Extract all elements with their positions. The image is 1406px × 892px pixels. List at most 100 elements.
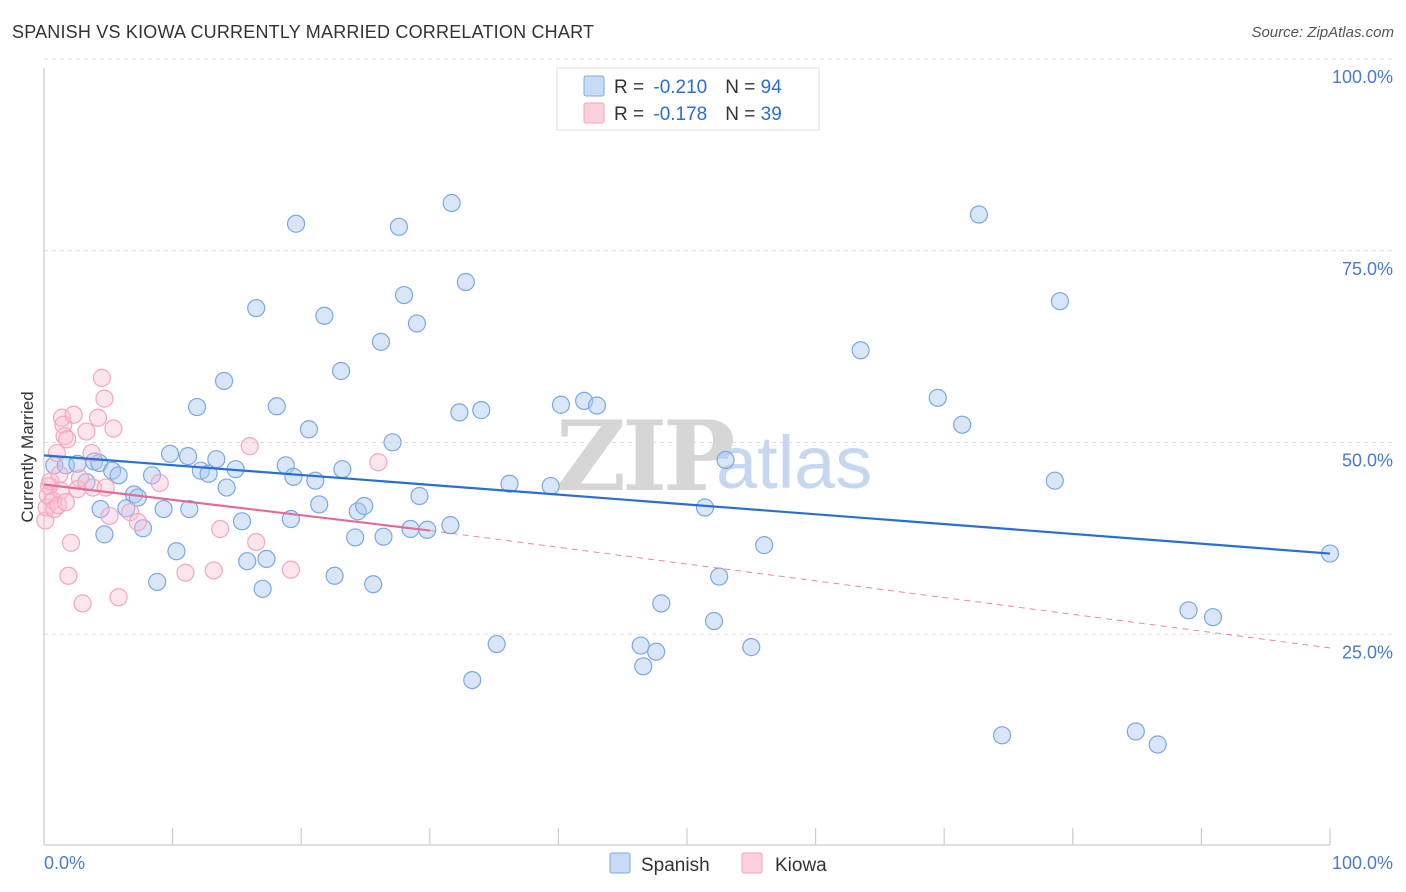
data-point-spanish — [142, 466, 162, 485]
data-point-kiowa — [104, 419, 123, 438]
data-point-kiowa — [95, 389, 114, 408]
legend-n-value: 39 — [761, 104, 782, 125]
data-point-spanish — [154, 499, 173, 519]
legend-row-spanish: R = -0.210 N = 94 — [614, 77, 782, 98]
y-tick-label: 100.0% — [1332, 67, 1393, 87]
data-point-spanish — [716, 450, 735, 470]
data-point-kiowa — [52, 408, 72, 427]
axes — [43, 68, 1331, 846]
data-point-spanish — [364, 575, 383, 594]
data-point-spanish — [267, 397, 286, 416]
data-point-spanish — [383, 433, 402, 452]
data-point-kiowa — [150, 473, 169, 493]
data-point-spanish — [167, 542, 186, 561]
data-point-spanish — [631, 636, 650, 655]
legend-n-label: N = — [725, 77, 760, 98]
watermark-zip: ZIP — [556, 400, 733, 513]
data-point-spanish — [695, 498, 715, 517]
data-point-kiowa — [55, 427, 74, 446]
data-point-spanish — [389, 217, 409, 236]
data-point-spanish — [109, 466, 128, 485]
data-point-spanish — [647, 642, 666, 661]
series-legend: Spanish Kiowa — [609, 852, 827, 876]
data-point-spanish — [742, 638, 761, 657]
data-point-spanish — [103, 461, 122, 480]
data-point-spanish — [1148, 735, 1167, 754]
data-point-spanish — [315, 306, 334, 325]
data-point-kiowa — [82, 443, 101, 463]
data-point-spanish — [634, 657, 653, 676]
data-point-spanish — [1126, 722, 1145, 741]
data-point-kiowa — [100, 506, 119, 526]
data-point-spanish — [247, 299, 266, 318]
data-point-kiowa — [73, 594, 92, 613]
data-point-kiowa — [369, 453, 388, 472]
data-point-kiowa — [281, 560, 301, 579]
data-point-spanish — [253, 579, 272, 598]
data-point-spanish — [463, 670, 482, 690]
data-point-spanish — [487, 634, 506, 654]
data-point-spanish — [178, 447, 198, 466]
data-point-spanish — [992, 726, 1012, 745]
data-point-spanish — [238, 552, 257, 571]
data-point-kiowa — [128, 512, 147, 532]
data-point-spanish — [214, 371, 234, 391]
data-point-spanish — [91, 499, 110, 519]
data-point-spanish — [1045, 471, 1064, 490]
data-point-kiowa — [92, 368, 111, 387]
legend-n-value: 94 — [761, 77, 783, 98]
bottom-legend-swatch-spanish — [609, 852, 631, 874]
correlation-legend: R = -0.210 N = 94 R = -0.178 N = 39 — [556, 67, 820, 131]
data-point-spanish — [217, 478, 236, 497]
data-point-spanish — [286, 214, 306, 233]
bottom-legend-label-spanish: Spanish — [641, 855, 710, 876]
data-point-kiowa — [88, 408, 108, 427]
watermark-atlas: atlas — [716, 421, 872, 504]
data-point-kiowa — [61, 533, 81, 552]
data-point-spanish — [187, 397, 207, 417]
data-point-spanish — [755, 536, 774, 555]
data-point-spanish — [232, 512, 252, 531]
data-point-spanish — [160, 444, 180, 463]
data-point-spanish — [500, 474, 519, 493]
gridlines — [44, 58, 1392, 635]
data-point-spanish — [374, 527, 393, 546]
data-point-spanish — [704, 611, 724, 631]
trend-line-kiowa — [43, 483, 430, 532]
data-point-spanish — [1203, 608, 1223, 627]
data-point-spanish — [652, 594, 671, 613]
data-point-spanish — [199, 464, 218, 483]
data-point-spanish — [310, 495, 329, 514]
data-point-spanish — [355, 496, 374, 516]
data-point-spanish — [441, 516, 460, 535]
data-point-kiowa — [204, 561, 223, 580]
data-point-spanish — [851, 341, 870, 360]
data-point-kiowa — [58, 430, 77, 449]
data-point-spanish — [394, 285, 414, 305]
tick-labels: 25.0% 50.0% 75.0% 100.0% 0.0% 100.0% — [44, 67, 1393, 873]
source-label: Source: ZipAtlas.com — [1251, 24, 1394, 41]
data-point-spanish — [325, 566, 344, 585]
y-tick-label: 50.0% — [1342, 451, 1393, 471]
data-point-kiowa — [77, 422, 96, 441]
data-point-kiowa — [70, 469, 90, 488]
data-point-spanish — [207, 450, 226, 469]
data-point-spanish — [442, 193, 461, 213]
chart-title: SPANISH VS KIOWA CURRENTLY MARRIED CORRE… — [12, 22, 595, 42]
bottom-legend-label-kiowa: Kiowa — [775, 855, 827, 876]
data-point-spanish — [331, 361, 351, 381]
data-point-spanish — [953, 415, 972, 434]
data-point-spanish — [450, 403, 469, 422]
legend-n-label: N = — [725, 104, 760, 125]
data-point-kiowa — [50, 465, 69, 484]
y-axis-title: Currently Married — [18, 391, 37, 522]
trend-lines — [43, 454, 1331, 649]
legend-swatch-spanish — [583, 75, 605, 97]
data-point-spanish — [551, 395, 571, 414]
data-point-spanish — [284, 467, 303, 486]
data-point-spanish — [407, 314, 427, 333]
data-point-spanish — [148, 572, 167, 592]
data-point-kiowa — [240, 437, 259, 456]
data-points — [36, 193, 1340, 754]
